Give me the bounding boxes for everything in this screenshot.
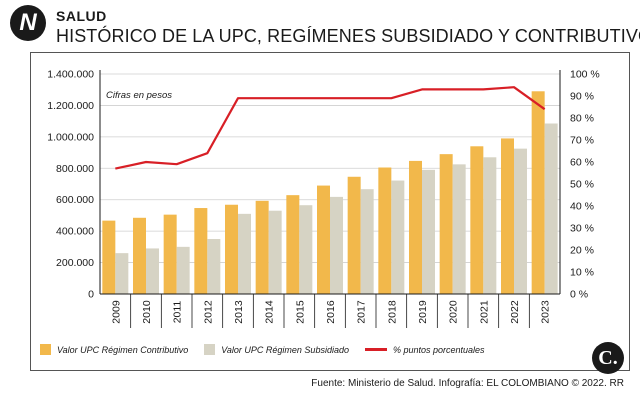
- bar-contributivo: [255, 200, 269, 294]
- bar-contributivo: [409, 160, 422, 294]
- legend-item-contributivo: Valor UPC Régimen Contributivo: [40, 344, 188, 355]
- bar-subsidiado: [360, 189, 374, 294]
- legend-swatch-porcentaje: [364, 348, 387, 351]
- x-tick-label: 2021: [478, 300, 490, 324]
- x-tick-label: 2012: [202, 300, 214, 324]
- x-tick-label: 2014: [264, 300, 276, 324]
- bar-subsidiado: [176, 246, 190, 294]
- bar-contributivo: [347, 176, 361, 294]
- chart-title: HISTÓRICO DE LA UPC, REGÍMENES SUBSIDIAD…: [56, 26, 640, 46]
- y-right-tick-label: 0 %: [570, 289, 588, 301]
- y-left-tick-label: 600.000: [56, 194, 94, 206]
- x-tick-label: 2013: [233, 300, 245, 324]
- y-right-tick-label: 80 %: [570, 113, 594, 125]
- y-right-tick-label: 10 %: [570, 267, 594, 279]
- bar-subsidiado: [422, 169, 435, 294]
- legend-swatch-subsidiado: [204, 344, 216, 355]
- x-tick-label: 2015: [294, 300, 306, 324]
- x-tick-label: 2020: [448, 300, 460, 324]
- bar-contributivo: [501, 138, 514, 294]
- y-left-tick-label: 1.000.000: [47, 131, 94, 143]
- legend-swatch-contributivo: [40, 344, 51, 355]
- y-right-tick-label: 40 %: [570, 201, 594, 213]
- bar-contributivo: [531, 91, 545, 295]
- y-right-tick-label: 60 %: [570, 157, 594, 169]
- legend-label-subsidiado: Valor UPC Régimen Subsidiado: [221, 344, 349, 355]
- bar-contributivo: [225, 204, 238, 294]
- y-left-tick-label: 1.200.000: [47, 100, 94, 112]
- logo-n-icon: N: [10, 5, 46, 41]
- bar-subsidiado: [115, 253, 129, 294]
- section-label: SALUD: [56, 8, 107, 24]
- source-footer: Fuente: Ministerio de Salud. Infografía:…: [311, 378, 624, 389]
- y-right-tick-label: 20 %: [570, 245, 594, 257]
- x-tick-label: 2009: [110, 300, 122, 324]
- y-left-tick-label: 0: [88, 289, 94, 301]
- x-tick-label: 2011: [172, 301, 184, 324]
- legend-label-contributivo: Valor UPC Régimen Contributivo: [57, 344, 189, 355]
- bar-subsidiado: [207, 239, 221, 294]
- legend-item-subsidiado: Valor UPC Régimen Subsidiado: [204, 344, 349, 355]
- bar-contributivo: [439, 154, 453, 294]
- bar-contributivo: [317, 185, 330, 294]
- bar-contributivo: [163, 214, 177, 294]
- y-left-tick-label: 400.000: [56, 226, 94, 238]
- bar-contributivo: [470, 146, 484, 294]
- legend-label-porcentaje: % puntos porcentuales: [392, 344, 485, 355]
- frame-top-divider: [30, 52, 630, 53]
- x-tick-label: 2017: [356, 300, 368, 324]
- bar-subsidiado: [330, 196, 343, 294]
- bar-subsidiado: [452, 164, 466, 294]
- x-tick-label: 2022: [509, 300, 521, 324]
- bar-subsidiado: [238, 213, 251, 294]
- bar-contributivo: [102, 220, 116, 294]
- bar-contributivo: [133, 217, 146, 294]
- chart-note: Cifras en pesos: [106, 90, 172, 101]
- y-right-tick-label: 50 %: [570, 179, 594, 191]
- y-right-tick-label: 90 %: [570, 91, 594, 103]
- bar-subsidiado: [391, 180, 405, 294]
- legend-item-porcentaje: % puntos porcentuales: [364, 344, 485, 355]
- bar-subsidiado: [146, 248, 159, 294]
- y-right-tick-label: 70 %: [570, 135, 594, 147]
- bar-subsidiado: [268, 210, 282, 294]
- bar-subsidiado: [544, 123, 558, 294]
- y-right-tick-label: 100 %: [570, 69, 600, 81]
- y-left-tick-label: 1.400.000: [47, 69, 94, 81]
- bar-subsidiado: [514, 148, 527, 294]
- x-tick-label: 2019: [417, 300, 429, 324]
- el-colombiano-logo-icon: C.: [592, 342, 624, 374]
- y-right-tick-label: 30 %: [570, 223, 594, 235]
- y-left-tick-label: 800.000: [56, 163, 94, 175]
- bar-contributivo: [378, 167, 392, 294]
- frame-bottom-divider: [30, 370, 630, 371]
- bar-subsidiado: [483, 157, 497, 294]
- x-tick-label: 2023: [540, 300, 552, 324]
- y-left-tick-label: 200.000: [56, 257, 94, 269]
- x-tick-label: 2010: [141, 300, 153, 324]
- bar-subsidiado: [299, 205, 313, 294]
- x-tick-label: 2016: [325, 300, 337, 324]
- frame-right-divider: [629, 52, 630, 370]
- bar-contributivo: [286, 195, 300, 294]
- chart-legend: Valor UPC Régimen Contributivo Valor UPC…: [40, 344, 501, 355]
- x-tick-label: 2018: [386, 300, 398, 324]
- bar-contributivo: [194, 208, 208, 294]
- frame-left-divider: [30, 52, 31, 370]
